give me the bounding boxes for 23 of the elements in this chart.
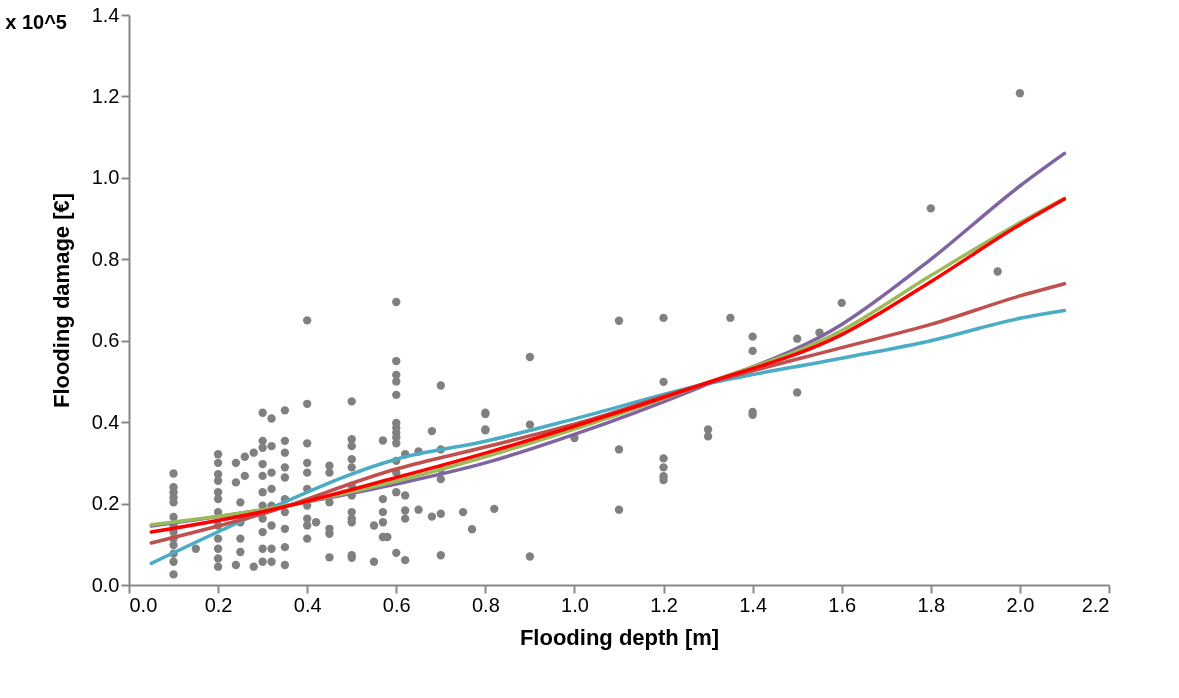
y-tick-label: 0.4 <box>91 410 120 433</box>
x-tick-label: 2.0 <box>1006 593 1035 616</box>
text: x 10^5 <box>5 11 67 33</box>
y-tick-label: 1.0 <box>91 166 120 189</box>
y-tick-label: 1.2 <box>91 84 120 107</box>
x-tick-label: 0.6 <box>382 593 411 616</box>
y-tick-label: 0.8 <box>91 247 120 270</box>
y-tick-label: 0.6 <box>91 329 120 352</box>
x-tick-label: 0.0 <box>129 593 158 616</box>
x-tick-label: 1.2 <box>650 593 678 616</box>
x-tick-label: 1.0 <box>561 593 589 616</box>
y-tick-label: 0.0 <box>91 573 120 596</box>
x-tick-label: 2.2 <box>1081 593 1110 616</box>
y-tick-label: 1.4 <box>91 3 120 26</box>
y-axis-title: Flooding damage [€] <box>48 192 74 409</box>
x-tick-label: 1.8 <box>917 593 946 616</box>
y-tick-label: 0.2 <box>91 492 120 515</box>
x-tick-label: 1.4 <box>739 593 768 616</box>
x-axis-title: Flooding depth [m] <box>519 624 720 650</box>
x-tick-label: 0.8 <box>471 593 500 616</box>
x-tick-label: 1.6 <box>828 593 857 616</box>
x-tick-label: 0.2 <box>204 593 233 616</box>
x-tick-label: 0.4 <box>293 593 322 616</box>
